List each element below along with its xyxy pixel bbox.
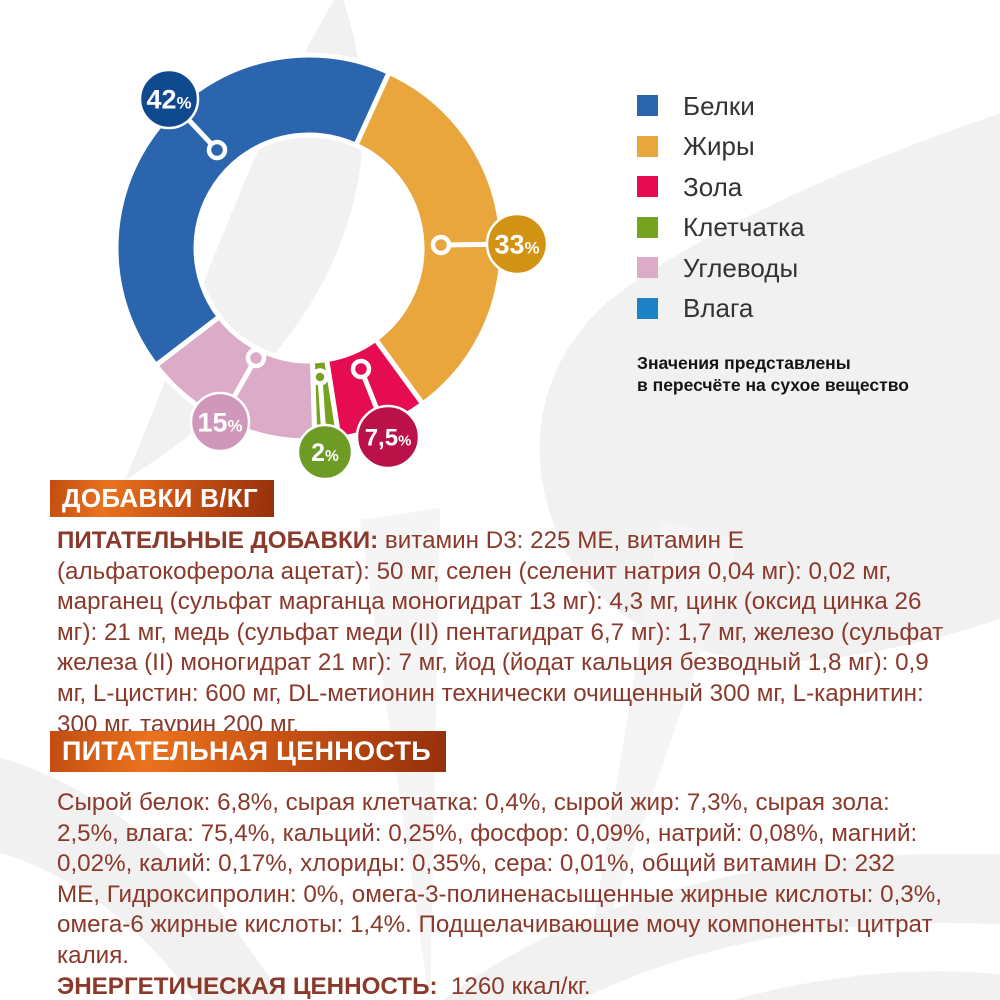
legend-item: Углеводы xyxy=(637,252,805,283)
additives-paragraph: ПИТАТЕЛЬНЫЕ ДОБАВКИ: витамин D3: 225 МЕ,… xyxy=(57,526,944,740)
value-bubble-label: 2% xyxy=(311,439,339,467)
legend-swatch-vlaga xyxy=(637,297,658,319)
additives-body: витамин D3: 225 МЕ, витамин Е (альфатоко… xyxy=(57,527,944,738)
legend-label: Жиры xyxy=(683,131,755,161)
leader-dot xyxy=(206,139,228,161)
section-header-nutrition: ПИТАТЕЛЬНАЯ ЦЕННОСТЬ xyxy=(50,731,446,772)
legend-label: Влага xyxy=(683,293,754,323)
legend-swatch-zhiry xyxy=(637,135,658,157)
additives-lead: ПИТАТЕЛЬНЫЕ ДОБАВКИ: xyxy=(57,527,379,554)
value-bubble-label: 33% xyxy=(495,230,540,260)
legend-label: Углеводы xyxy=(683,252,799,283)
energy-label: ЭНЕРГЕТИЧЕСКАЯ ЦЕННОСТЬ: xyxy=(57,972,438,1000)
legend-item: Жиры xyxy=(637,131,805,161)
value-bubble-label: 7,5% xyxy=(365,425,412,452)
leader-dot xyxy=(311,368,329,386)
value-bubble-Клетчатка xyxy=(296,423,354,481)
energy-value: 1260 ккал/кг. xyxy=(437,972,591,1000)
legend-item: Белки xyxy=(637,90,805,121)
background-swirl xyxy=(539,113,1000,662)
value-bubble-label: 15% xyxy=(198,408,243,438)
leader-dot xyxy=(430,234,452,256)
legend-item: Клетчатка xyxy=(637,212,805,242)
background-swirl xyxy=(580,520,740,1000)
legend-swatch-zola xyxy=(637,176,658,197)
value-bubble-label: 42% xyxy=(147,85,192,115)
value-bubble-Зола xyxy=(355,404,421,470)
value-bubble-Жиры xyxy=(485,212,549,276)
legend-item: Зола xyxy=(637,171,805,202)
chart-note-line1: Значения представлены xyxy=(637,353,851,373)
legend-label: Белки xyxy=(683,90,755,121)
donut-slice-Жиры xyxy=(353,69,505,407)
nutrition-paragraph: Сырой белок: 6,8%, сырая клетчатка: 0,4%… xyxy=(57,788,944,1000)
background-swirl xyxy=(733,971,1000,1000)
background-swirl xyxy=(0,852,194,1000)
donut-slice-Белки xyxy=(113,52,392,368)
nutrition-body: Сырой белок: 6,8%, сырая клетчатка: 0,4%… xyxy=(57,789,942,969)
legend-swatch-kletchatka xyxy=(637,216,658,238)
energy-line: ЭНЕРГЕТИЧЕСКАЯ ЦЕННОСТЬ: 1260 ккал/кг. xyxy=(57,972,944,1000)
chart-legend: Белки Жиры Зола Клетчатка Углеводы Влага xyxy=(637,90,805,338)
leader-dot xyxy=(350,358,372,380)
chart-note-line2: в пересчёте на сухое вещество xyxy=(637,374,909,395)
leader-dot xyxy=(245,347,267,369)
legend-item: Влага xyxy=(637,293,805,323)
legend-swatch-uglevody xyxy=(637,257,658,278)
legend-label: Клетчатка xyxy=(683,212,805,242)
value-bubble-Белки xyxy=(138,68,200,130)
legend-swatch-belki xyxy=(637,95,658,116)
value-bubble-Углеводы xyxy=(189,391,251,453)
chart-note: Значения представлены в пересчёте на сух… xyxy=(637,353,909,396)
legend-label: Зола xyxy=(683,171,743,202)
section-header-additives: ДОБАВКИ В/КГ xyxy=(50,480,274,517)
